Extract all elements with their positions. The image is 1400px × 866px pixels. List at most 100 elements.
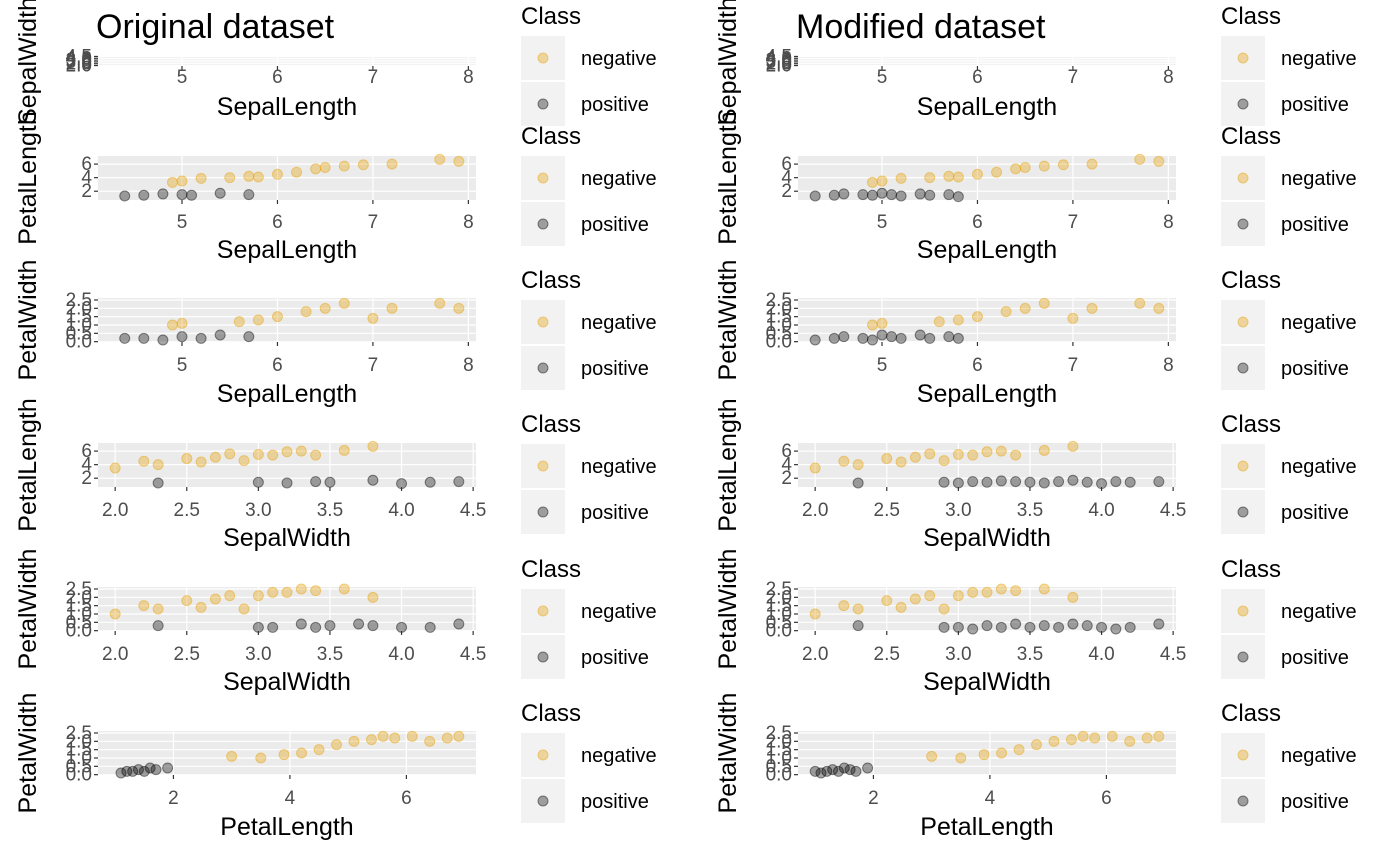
x-tick-label: 7 [368, 67, 379, 88]
legend-title: Class [1221, 267, 1281, 294]
data-point-negative [1086, 302, 1098, 314]
plot-panel [98, 587, 476, 631]
legend-key-negative [1221, 300, 1265, 344]
data-point-positive [924, 332, 936, 344]
data-point-negative [991, 166, 1003, 178]
panel-1-5: 2 4 6 0.00.51.01.52.02.5 PetalLength PetalWid… [714, 693, 1357, 841]
legend-symbol-positive [1237, 651, 1249, 663]
legend-symbol-negative [1237, 605, 1249, 617]
legend-key-positive [1221, 202, 1265, 246]
legend-key-positive [521, 635, 565, 679]
y-axis-title: PetalWidth [714, 693, 742, 814]
legend-key-negative [1221, 36, 1265, 80]
data-point-negative [1106, 730, 1118, 742]
plot-panel [98, 56, 476, 66]
data-point-negative [195, 601, 207, 613]
data-point-negative [1038, 160, 1050, 172]
data-point-negative [924, 590, 936, 602]
data-point-negative [971, 168, 983, 180]
data-point-negative [441, 732, 453, 744]
legend-symbol-positive [537, 362, 549, 374]
data-point-negative [310, 585, 322, 597]
y-tick-label: 2.5 [766, 723, 792, 744]
legend-key-positive [521, 779, 565, 823]
data-point-positive [252, 476, 264, 488]
x-tick-label: 4.5 [1160, 644, 1186, 665]
data-point-positive [267, 621, 279, 633]
data-point-negative [1019, 161, 1031, 173]
data-point-negative [238, 603, 250, 615]
y-tick-label: 2.0 [766, 731, 792, 752]
data-point-negative [971, 311, 983, 323]
legend-label-negative: negative [1281, 601, 1357, 623]
data-point-negative [852, 459, 864, 471]
data-point-positive [828, 332, 840, 344]
data-point-negative [226, 750, 238, 762]
legend-key-positive [1221, 779, 1265, 823]
data-point-negative [181, 453, 193, 465]
data-point-positive [281, 477, 293, 489]
data-point-positive [115, 767, 127, 779]
y-tick-label: 2.5 [66, 579, 92, 600]
data-point-positive [838, 188, 850, 200]
x-tick-label: 5 [177, 212, 188, 233]
data-point-negative [952, 590, 964, 602]
legend-symbol-negative [1237, 316, 1249, 328]
legend-title: Class [521, 700, 581, 727]
legend-symbol-negative [537, 172, 549, 184]
legend-label-negative: negative [1281, 48, 1357, 70]
x-tick-label: 6 [972, 212, 983, 233]
data-point-positive [895, 332, 907, 344]
x-tick-label: 4.0 [1088, 644, 1114, 665]
data-point-negative [338, 297, 350, 309]
y-tick-label: 0.5 [766, 612, 792, 633]
data-point-negative [1065, 734, 1077, 746]
data-point-negative [278, 749, 290, 761]
data-point-negative [981, 586, 993, 598]
legend-key-negative [521, 444, 565, 488]
legend-label-negative: negative [1281, 168, 1357, 190]
x-tick-label: 5 [177, 355, 188, 376]
data-point-negative [876, 317, 888, 329]
data-point-negative [1153, 155, 1165, 167]
data-point-negative [166, 176, 178, 188]
data-point-positive [1010, 476, 1022, 488]
original-dataset-title: Original dataset [96, 8, 335, 46]
legend-label-positive: positive [581, 214, 649, 236]
plot-panel [798, 56, 1176, 66]
y-tick-label: 0.0 [766, 765, 792, 786]
data-point-positive [127, 765, 139, 777]
y-tick-label: 4 [781, 455, 792, 476]
x-axis-title: PetalLength [220, 813, 353, 841]
x-tick-label: 7 [368, 212, 379, 233]
legend-title: Class [1221, 411, 1281, 438]
data-point-positive [1153, 618, 1165, 630]
legend-key-negative [1221, 156, 1265, 200]
data-point-negative [995, 445, 1007, 457]
data-point-negative [271, 311, 283, 323]
legend-label-positive: positive [1281, 791, 1349, 813]
data-point-negative [138, 600, 150, 612]
data-point-negative [365, 734, 377, 746]
legend-label-positive: positive [581, 358, 649, 380]
data-point-negative [1038, 297, 1050, 309]
data-point-positive [144, 762, 156, 774]
data-point-negative [1141, 732, 1153, 744]
data-point-negative [909, 593, 921, 605]
data-point-positive [1081, 476, 1093, 488]
plot-panel [798, 298, 1176, 342]
legend-symbol-positive [1237, 506, 1249, 518]
data-point-positive [157, 334, 169, 346]
data-point-negative [109, 608, 121, 620]
legend-symbol-positive [537, 98, 549, 110]
legend-key-negative [521, 733, 565, 777]
legend-key-negative [1221, 589, 1265, 633]
y-axis-title: PetalWidth [14, 260, 42, 381]
data-point-negative [996, 747, 1008, 759]
data-point-positive [152, 620, 164, 632]
data-point-negative [1067, 440, 1079, 452]
data-point-positive [827, 764, 839, 776]
data-point-negative [176, 317, 188, 329]
data-point-negative [1010, 585, 1022, 597]
legend-label-positive: positive [581, 94, 649, 116]
